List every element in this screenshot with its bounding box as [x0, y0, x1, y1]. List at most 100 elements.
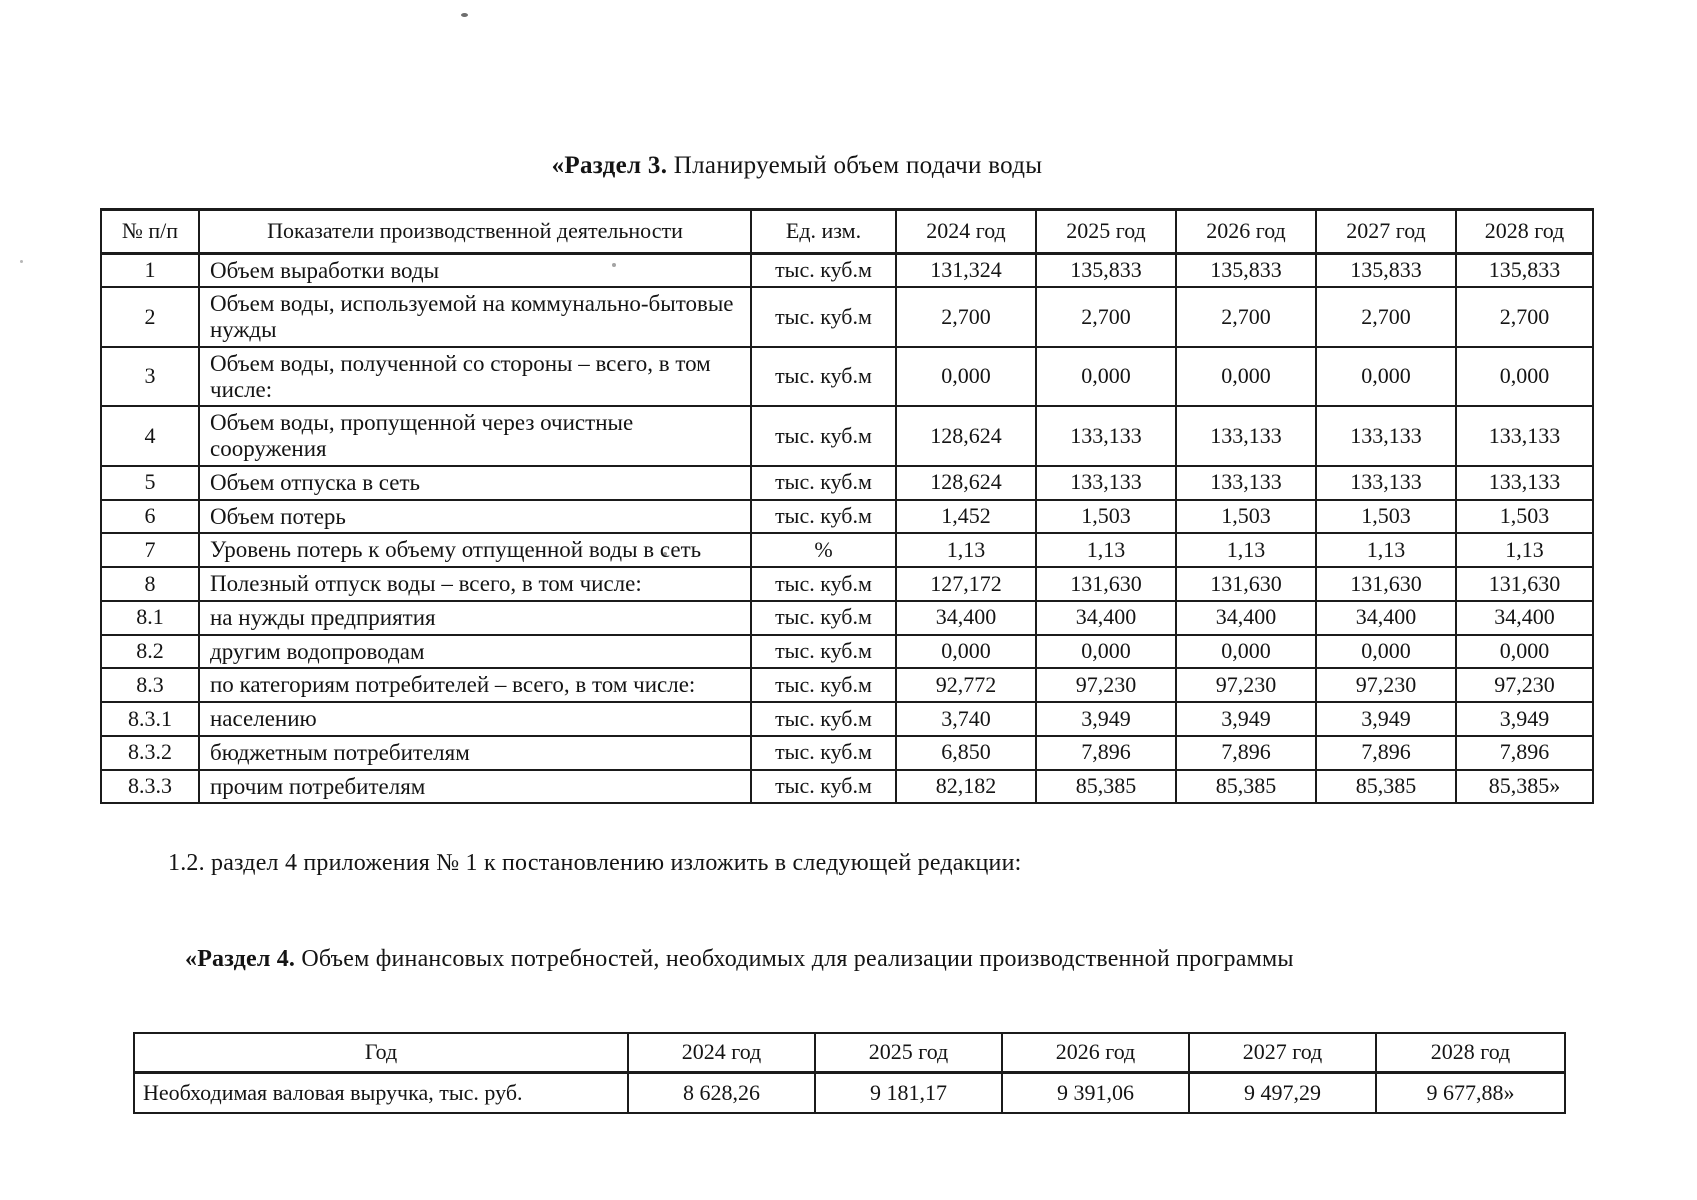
- row-number: 8.3.1: [100, 701, 200, 737]
- table-row: 8.3.2 бюджетным потребителям тыс. куб.м …: [100, 734, 1594, 771]
- row-value-2024: 0,000: [895, 633, 1037, 670]
- row-unit: тыс. куб.м: [750, 667, 897, 704]
- row-value-2027: 135,833: [1315, 252, 1457, 289]
- production-table-body: 1 Объем выработки воды тыс. куб.м 131,32…: [100, 252, 1594, 805]
- row-value-2027: 0,000: [1315, 345, 1457, 408]
- row-value-2027: 1,13: [1315, 532, 1457, 569]
- row-number: 8.3.2: [100, 734, 200, 771]
- table-header-row: Год 2024 год 2025 год 2026 год 2027 год …: [133, 1031, 1566, 1074]
- row-value-2028: 34,400: [1455, 599, 1594, 636]
- financial-needs-table: Год 2024 год 2025 год 2026 год 2027 год …: [133, 1031, 1566, 1115]
- row-value-2026: 131,630: [1175, 566, 1317, 602]
- row-indicator: прочим потребителям: [198, 768, 752, 805]
- row-value-2028: 97,230: [1455, 667, 1594, 704]
- row-value-2025: 131,630: [1035, 566, 1177, 602]
- section3-title: «Раздел 3. Планируемый объем подачи воды: [0, 152, 1594, 180]
- col-header-2028: 2028 год: [1455, 208, 1594, 255]
- row-value-2028: 85,385»: [1455, 768, 1594, 805]
- col-header-indicator: Показатели производственной деятельности: [198, 208, 752, 255]
- row-unit: тыс. куб.м: [750, 345, 897, 408]
- row-value-2024: 3,740: [895, 701, 1037, 737]
- row-value-2027: 131,630: [1315, 566, 1457, 602]
- row-indicator: Объем потерь: [198, 498, 752, 535]
- row-value-2025: 0,000: [1035, 345, 1177, 408]
- col-header-2027: 2027 год: [1315, 208, 1457, 255]
- row-unit: тыс. куб.м: [750, 498, 897, 535]
- col-header-2027: 2027 год: [1188, 1031, 1377, 1074]
- row-indicator: Полезный отпуск воды – всего, в том числ…: [198, 566, 752, 602]
- row-value-2025: 7,896: [1035, 734, 1177, 771]
- row-unit: %: [750, 532, 897, 569]
- row-value-2025: 3,949: [1035, 701, 1177, 737]
- row-value-2026: 0,000: [1175, 633, 1317, 670]
- row-unit: тыс. куб.м: [750, 633, 897, 670]
- row-unit: тыс. куб.м: [750, 566, 897, 602]
- row-value-2028: 0,000: [1455, 345, 1594, 408]
- col-header-year: Год: [133, 1031, 629, 1074]
- table-row: 8.3.1 населению тыс. куб.м 3,740 3,949 3…: [100, 701, 1594, 737]
- row-indicator: бюджетным потребителям: [198, 734, 752, 771]
- row-value-2028: 1,13: [1455, 532, 1594, 569]
- section3-title-text: Планируемый объем подачи воды: [667, 152, 1043, 179]
- row-value-2027: 7,896: [1315, 734, 1457, 771]
- row-value-2027: 133,133: [1315, 464, 1457, 501]
- table-row: 1 Объем выработки воды тыс. куб.м 131,32…: [100, 252, 1594, 289]
- row-number: 8.2: [100, 633, 200, 670]
- row-value-2027: 0,000: [1315, 633, 1457, 670]
- revenue-2028: 9 677,88»: [1375, 1071, 1566, 1115]
- row-value-2028: 2,700: [1455, 286, 1594, 348]
- row-value-2026: 1,13: [1175, 532, 1317, 569]
- row-number: 8: [100, 566, 200, 602]
- section4-title-text: Объем финансовых потребностей, необходим…: [295, 946, 1294, 972]
- scan-artifact: [461, 13, 468, 17]
- row-number: 8.3: [100, 667, 200, 704]
- revenue-row-label: Необходимая валовая выручка, тыс. руб.: [133, 1071, 629, 1115]
- row-value-2024: 2,700: [895, 286, 1037, 348]
- row-indicator: другим водопроводам: [198, 633, 752, 670]
- row-value-2025: 2,700: [1035, 286, 1177, 348]
- col-header-2028: 2028 год: [1375, 1031, 1566, 1074]
- row-value-2028: 1,503: [1455, 498, 1594, 535]
- row-value-2028: 131,630: [1455, 566, 1594, 602]
- scan-artifact: [20, 260, 23, 263]
- table-row: 8.3.3 прочим потребителям тыс. куб.м 82,…: [100, 768, 1594, 805]
- row-value-2024: 128,624: [895, 464, 1037, 501]
- section3-title-number: «Раздел 3.: [551, 152, 668, 179]
- row-unit: тыс. куб.м: [750, 599, 897, 636]
- row-value-2025: 135,833: [1035, 252, 1177, 289]
- row-value-2028: 0,000: [1455, 633, 1594, 670]
- row-value-2028: 133,133: [1455, 464, 1594, 501]
- row-value-2026: 3,949: [1175, 701, 1317, 737]
- row-value-2026: 85,385: [1175, 768, 1317, 805]
- row-value-2024: 1,452: [895, 498, 1037, 535]
- row-value-2025: 1,13: [1035, 532, 1177, 569]
- row-indicator: Объем воды, полученной со стороны – всег…: [198, 345, 752, 408]
- row-value-2024: 1,13: [895, 532, 1037, 569]
- water-supply-table: № п/п Показатели производственной деятел…: [100, 208, 1594, 805]
- row-value-2028: 7,896: [1455, 734, 1594, 771]
- section4-title-number: «Раздел 4.: [185, 946, 296, 972]
- row-number: 6: [100, 498, 200, 535]
- row-value-2024: 0,000: [895, 345, 1037, 408]
- table-row: 8.3 по категориям потребителей – всего, …: [100, 667, 1594, 704]
- table-header-row: № п/п Показатели производственной деятел…: [100, 208, 1594, 255]
- revenue-2027: 9 497,29: [1188, 1071, 1377, 1115]
- row-unit: тыс. куб.м: [750, 405, 897, 467]
- row-value-2025: 133,133: [1035, 405, 1177, 467]
- revenue-2024: 8 628,26: [627, 1071, 816, 1115]
- row-value-2027: 133,133: [1315, 405, 1457, 467]
- row-number: 4: [100, 405, 200, 467]
- row-indicator: Объем выработки воды: [198, 252, 752, 289]
- row-value-2027: 2,700: [1315, 286, 1457, 348]
- row-value-2025: 34,400: [1035, 599, 1177, 636]
- row-unit: тыс. куб.м: [750, 464, 897, 501]
- row-value-2026: 135,833: [1175, 252, 1317, 289]
- row-indicator: Объем воды, используемой на коммунально-…: [198, 286, 752, 348]
- table-row: 3 Объем воды, полученной со стороны – вс…: [100, 345, 1594, 408]
- row-value-2024: 92,772: [895, 667, 1037, 704]
- row-value-2024: 131,324: [895, 252, 1037, 289]
- col-header-number: № п/п: [100, 208, 200, 255]
- row-value-2025: 0,000: [1035, 633, 1177, 670]
- row-value-2024: 128,624: [895, 405, 1037, 467]
